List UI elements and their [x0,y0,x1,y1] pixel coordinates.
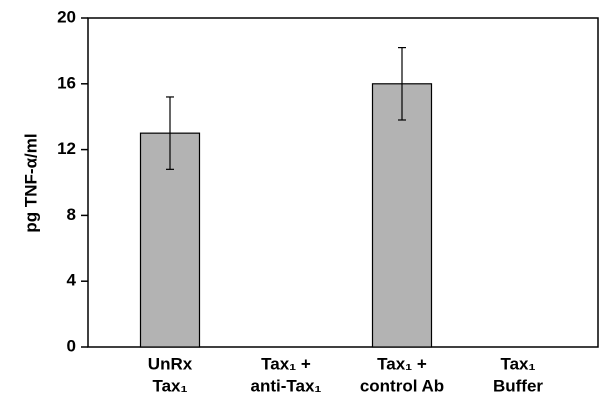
x-tick-label: Tax₁ [500,354,535,373]
error-bar [166,96,174,170]
x-tick-label: anti-Tax₁ [251,376,322,395]
y-tick-label: 12 [57,139,76,158]
bar [371,83,433,348]
y-tick-label: 0 [67,336,76,355]
y-tick-label: 20 [57,7,76,26]
x-tick-label: Tax₁ [152,376,187,395]
y-tick-label: 4 [67,271,77,290]
error-bar [398,47,406,121]
y-tick-label: 16 [57,73,76,92]
plot-frame [87,17,599,348]
y-axis-label: pg TNF-α/ml [21,133,40,232]
x-tick-label: control Ab [360,376,444,395]
x-tick-label: Tax₁ + [377,354,427,373]
x-tick-label: Buffer [493,376,543,395]
y-tick-label: 8 [67,205,76,224]
x-tick-label: UnRx [148,354,193,373]
x-tick-label: Tax₁ + [261,354,311,373]
